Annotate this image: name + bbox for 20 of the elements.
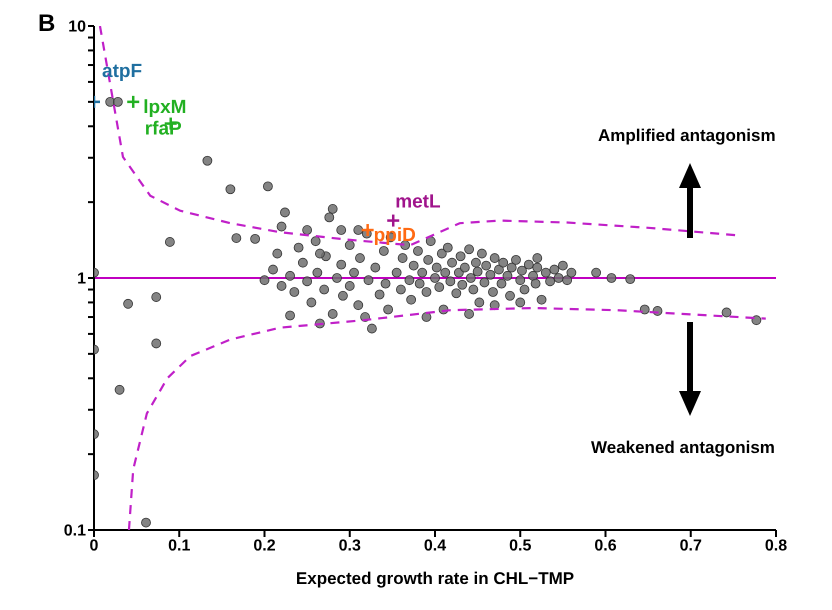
- annotation: Amplified antagonism: [598, 126, 776, 146]
- y-tick-label: 0.1: [64, 522, 86, 540]
- x-axis-title: Expected growth rate in CHL−TMP: [296, 569, 574, 588]
- x-tick-label: 0.8: [764, 537, 788, 554]
- x-tick-label: 0.1: [168, 537, 190, 554]
- y-tick-label: 1: [77, 270, 86, 288]
- text: B: [38, 10, 56, 38]
- x-tick-label: 0.5: [509, 537, 532, 554]
- annotation: Weakened antagonism: [591, 438, 775, 458]
- y-tick-label: 10: [68, 18, 86, 36]
- x-tick-label: 0.3: [338, 537, 361, 554]
- x-tick-label: 0.4: [424, 537, 446, 554]
- series-label: ppiD: [374, 225, 416, 246]
- x-tick-label: 0.2: [253, 537, 276, 554]
- series-label: atpF: [102, 60, 142, 82]
- series-label: metL: [395, 192, 442, 213]
- x-tick-label: 0.7: [680, 537, 702, 554]
- x-tick-label: 0: [90, 537, 99, 554]
- x-tick-label: 0.6: [594, 537, 617, 554]
- series-label: lpxM: [143, 96, 186, 118]
